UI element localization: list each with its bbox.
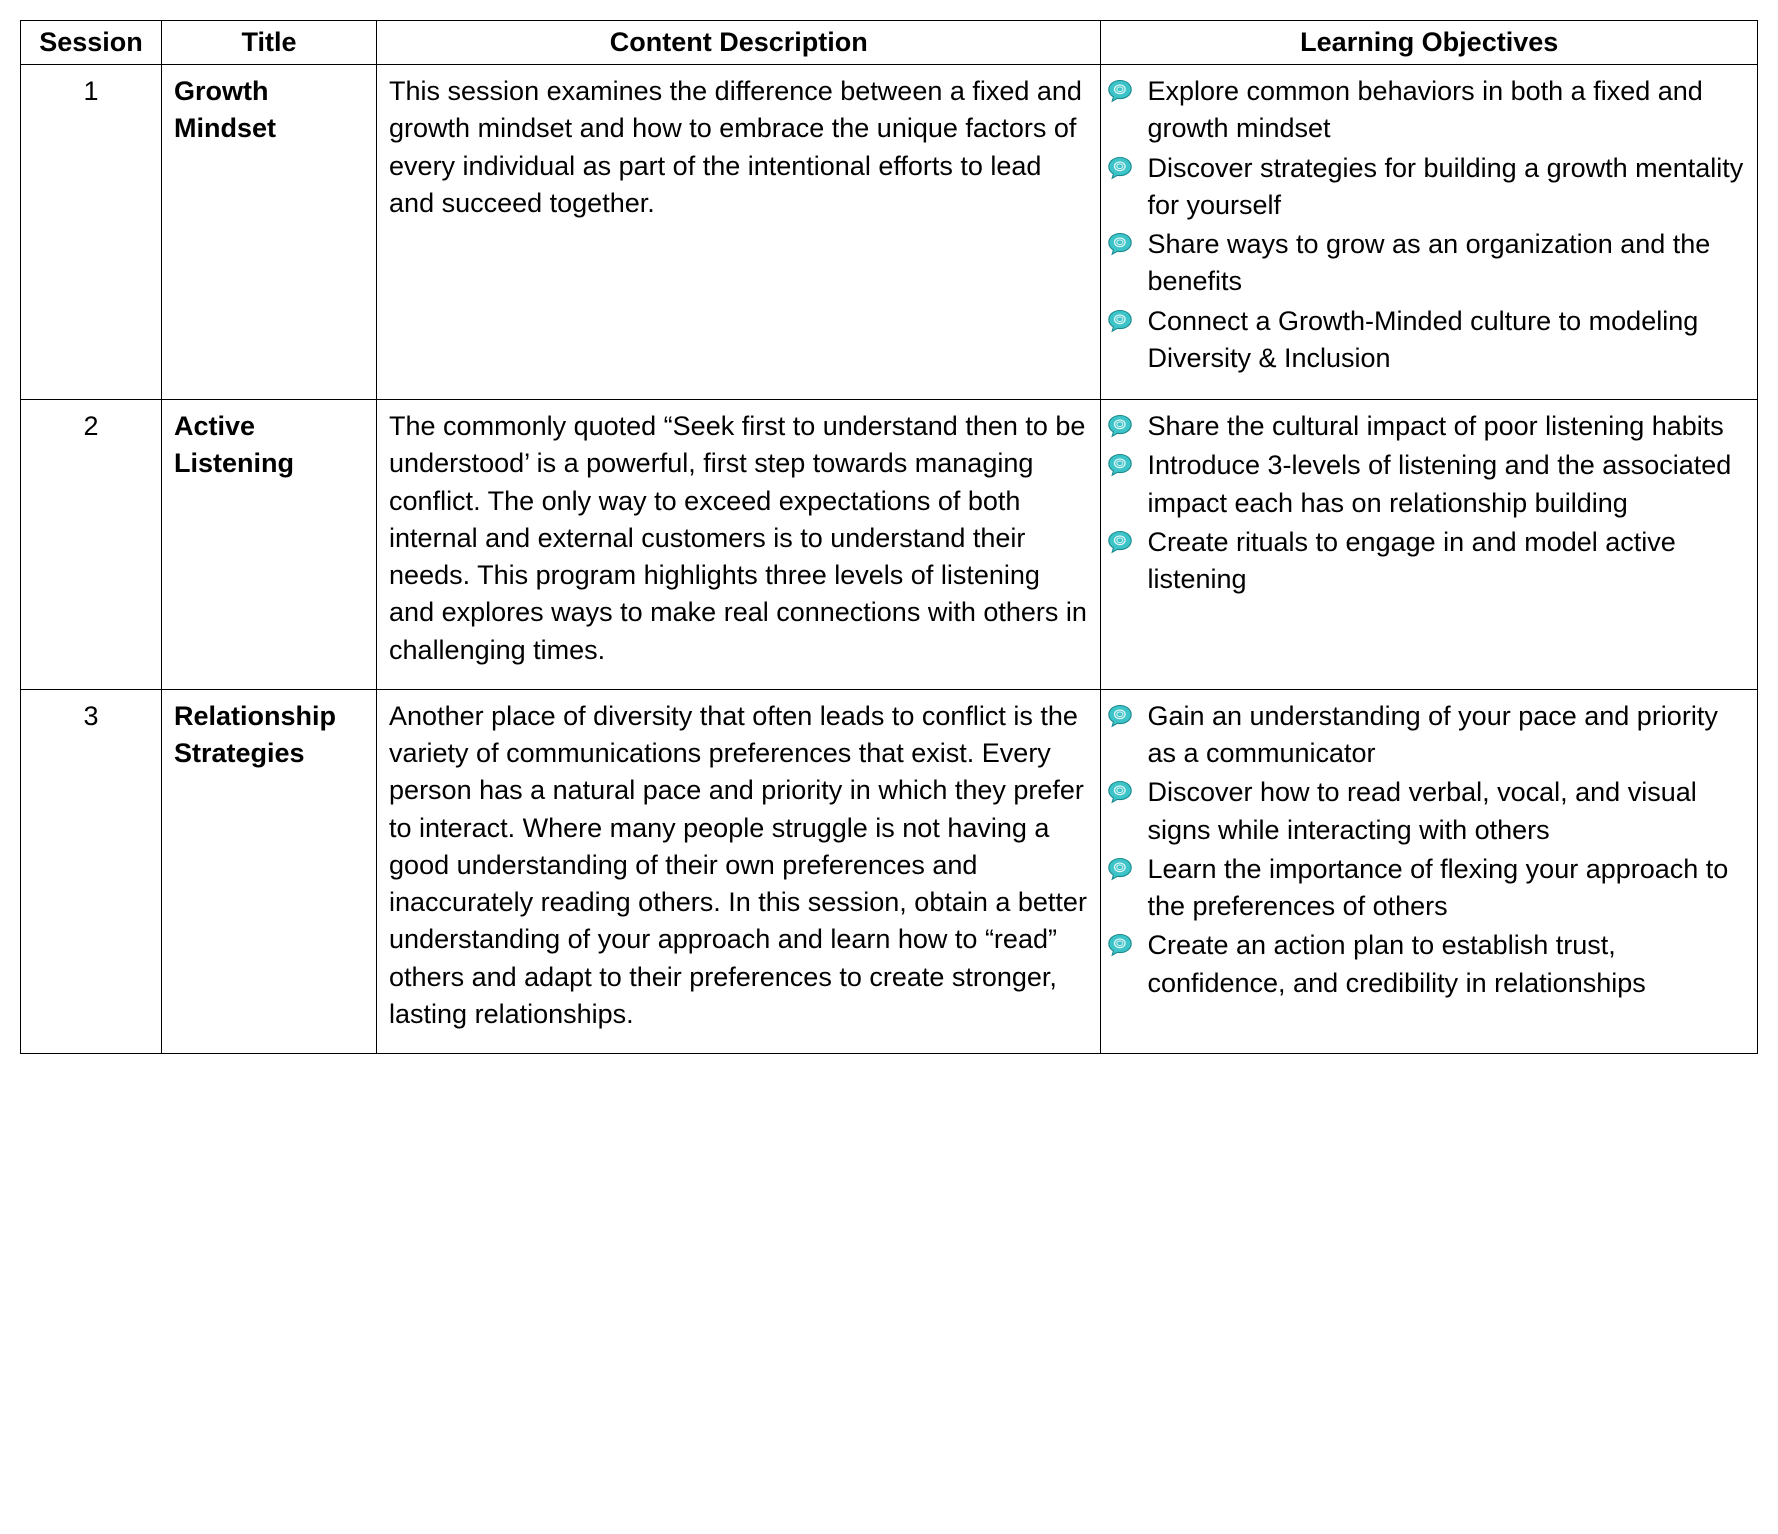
session-description: The commonly quoted “Seek first to under… bbox=[377, 400, 1101, 690]
session-description: This session examines the difference bet… bbox=[377, 65, 1101, 400]
speech-bubble-icon bbox=[1107, 232, 1133, 256]
table-row: 3Relationship StrategiesAnother place of… bbox=[21, 689, 1758, 1053]
table-row: 2Active ListeningThe commonly quoted “Se… bbox=[21, 400, 1758, 690]
session-objectives: Gain an understanding of your pace and p… bbox=[1101, 689, 1758, 1053]
session-number: 3 bbox=[21, 689, 162, 1053]
col-session: Session bbox=[21, 21, 162, 65]
list-item: Learn the importance of flexing your app… bbox=[1107, 851, 1747, 928]
speech-bubble-icon bbox=[1107, 933, 1133, 957]
objective-text: Discover strategies for building a growt… bbox=[1147, 150, 1747, 225]
list-item: Create rituals to engage in and model ac… bbox=[1107, 524, 1747, 601]
list-item: Introduce 3-levels of listening and the … bbox=[1107, 447, 1747, 524]
list-item: Explore common behaviors in both a fixed… bbox=[1107, 73, 1747, 150]
table-row: 1Growth MindsetThis session examines the… bbox=[21, 65, 1758, 400]
speech-bubble-icon bbox=[1107, 156, 1133, 180]
objective-text: Gain an understanding of your pace and p… bbox=[1147, 698, 1747, 773]
list-item: Discover how to read verbal, vocal, and … bbox=[1107, 774, 1747, 851]
list-item: Share the cultural impact of poor listen… bbox=[1107, 408, 1747, 447]
speech-bubble-icon bbox=[1107, 414, 1133, 438]
header-row: Session Title Content Description Learni… bbox=[21, 21, 1758, 65]
objective-text: Share the cultural impact of poor listen… bbox=[1147, 408, 1747, 445]
session-objectives: Share the cultural impact of poor listen… bbox=[1101, 400, 1758, 690]
objective-text: Create rituals to engage in and model ac… bbox=[1147, 524, 1747, 599]
speech-bubble-icon bbox=[1107, 704, 1133, 728]
objective-text: Explore common behaviors in both a fixed… bbox=[1147, 73, 1747, 148]
session-title: Growth Mindset bbox=[161, 65, 376, 400]
objective-text: Learn the importance of flexing your app… bbox=[1147, 851, 1747, 926]
objectives-list: Share the cultural impact of poor listen… bbox=[1107, 408, 1747, 600]
list-item: Gain an understanding of your pace and p… bbox=[1107, 698, 1747, 775]
col-description: Content Description bbox=[377, 21, 1101, 65]
speech-bubble-icon bbox=[1107, 780, 1133, 804]
list-item: Share ways to grow as an organization an… bbox=[1107, 226, 1747, 303]
session-number: 1 bbox=[21, 65, 162, 400]
speech-bubble-icon bbox=[1107, 857, 1133, 881]
objective-text: Introduce 3-levels of listening and the … bbox=[1147, 447, 1747, 522]
session-title: Active Listening bbox=[161, 400, 376, 690]
objective-text: Discover how to read verbal, vocal, and … bbox=[1147, 774, 1747, 849]
speech-bubble-icon bbox=[1107, 79, 1133, 103]
objective-text: Share ways to grow as an organization an… bbox=[1147, 226, 1747, 301]
objective-text: Create an action plan to establish trust… bbox=[1147, 927, 1747, 1002]
objectives-list: Explore common behaviors in both a fixed… bbox=[1107, 73, 1747, 379]
list-item: Discover strategies for building a growt… bbox=[1107, 150, 1747, 227]
sessions-table: Session Title Content Description Learni… bbox=[20, 20, 1758, 1054]
col-title: Title bbox=[161, 21, 376, 65]
list-item: Create an action plan to establish trust… bbox=[1107, 927, 1747, 1004]
session-objectives: Explore common behaviors in both a fixed… bbox=[1101, 65, 1758, 400]
session-number: 2 bbox=[21, 400, 162, 690]
speech-bubble-icon bbox=[1107, 453, 1133, 477]
objective-text: Connect a Growth-Minded culture to model… bbox=[1147, 303, 1747, 378]
speech-bubble-icon bbox=[1107, 309, 1133, 333]
speech-bubble-icon bbox=[1107, 530, 1133, 554]
session-description: Another place of diversity that often le… bbox=[377, 689, 1101, 1053]
session-title: Relationship Strategies bbox=[161, 689, 376, 1053]
list-item: Connect a Growth-Minded culture to model… bbox=[1107, 303, 1747, 380]
objectives-list: Gain an understanding of your pace and p… bbox=[1107, 698, 1747, 1004]
col-objectives: Learning Objectives bbox=[1101, 21, 1758, 65]
